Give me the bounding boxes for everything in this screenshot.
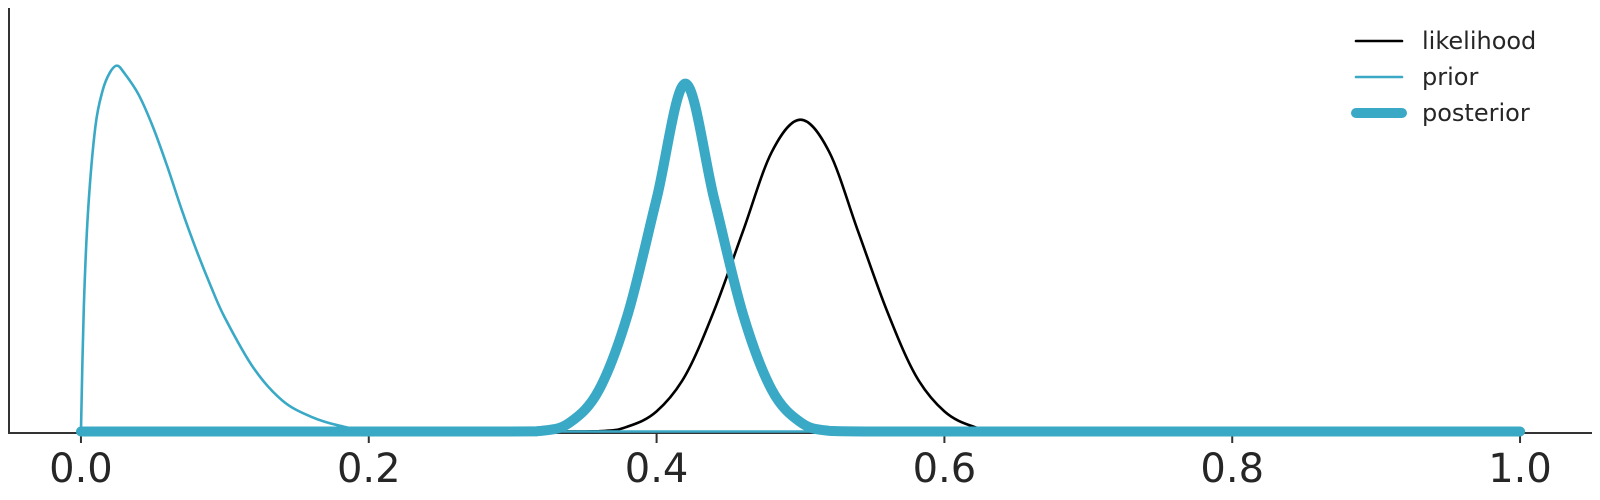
x-tick-label: 1.0	[1488, 446, 1552, 492]
legend: likelihood prior posterior	[1351, 27, 1536, 127]
legend-label-likelihood: likelihood	[1422, 27, 1536, 55]
legend-label-posterior: posterior	[1422, 99, 1530, 127]
x-tick-label: 0.2	[337, 446, 401, 492]
legend-label-prior: prior	[1422, 63, 1478, 91]
x-tick-label: 0.0	[49, 446, 113, 492]
axes	[8, 8, 1592, 434]
x-tick-label: 0.6	[913, 446, 977, 492]
series-line-posterior	[75, 78, 1526, 437]
series-layer	[75, 64, 1526, 437]
x-tick-label: 0.4	[625, 446, 689, 492]
x-ticks: 0.0 0.2 0.4 0.6 0.8 1.0	[49, 433, 1552, 492]
series-line-likelihood	[79, 118, 1522, 433]
x-tick-label: 0.8	[1200, 446, 1264, 492]
